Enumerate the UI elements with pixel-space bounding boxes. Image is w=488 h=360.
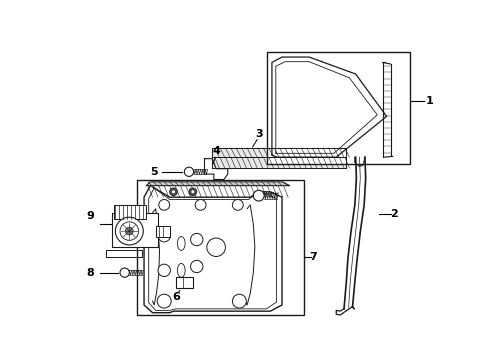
Circle shape — [195, 199, 205, 210]
Circle shape — [157, 294, 171, 308]
Circle shape — [120, 222, 138, 240]
Ellipse shape — [177, 264, 185, 277]
Circle shape — [189, 188, 196, 195]
Circle shape — [190, 190, 194, 194]
Bar — [266, 53, 409, 164]
Bar — [176, 276, 192, 288]
Circle shape — [171, 190, 175, 194]
Circle shape — [184, 167, 193, 176]
Circle shape — [190, 233, 203, 246]
Text: 4: 4 — [212, 146, 220, 156]
Circle shape — [158, 264, 170, 276]
Circle shape — [253, 190, 264, 201]
Text: 1: 1 — [425, 96, 433, 106]
Circle shape — [232, 294, 246, 308]
Circle shape — [232, 199, 243, 210]
Circle shape — [159, 199, 169, 210]
Bar — [137, 180, 303, 315]
Text: 9: 9 — [86, 211, 94, 221]
Ellipse shape — [177, 237, 185, 250]
Circle shape — [169, 188, 177, 195]
Circle shape — [158, 230, 170, 242]
Circle shape — [190, 260, 203, 273]
Bar — [114, 205, 146, 219]
Circle shape — [115, 217, 143, 245]
Circle shape — [125, 227, 133, 235]
Text: 2: 2 — [390, 209, 397, 219]
Text: 5: 5 — [150, 167, 158, 177]
Bar — [111, 213, 158, 247]
Bar — [155, 226, 169, 237]
Text: 3: 3 — [254, 129, 262, 139]
Text: 7: 7 — [308, 252, 316, 262]
Text: 6: 6 — [172, 292, 180, 302]
Circle shape — [120, 268, 129, 277]
Text: 8: 8 — [86, 268, 94, 278]
Circle shape — [206, 238, 225, 256]
Polygon shape — [146, 182, 289, 186]
